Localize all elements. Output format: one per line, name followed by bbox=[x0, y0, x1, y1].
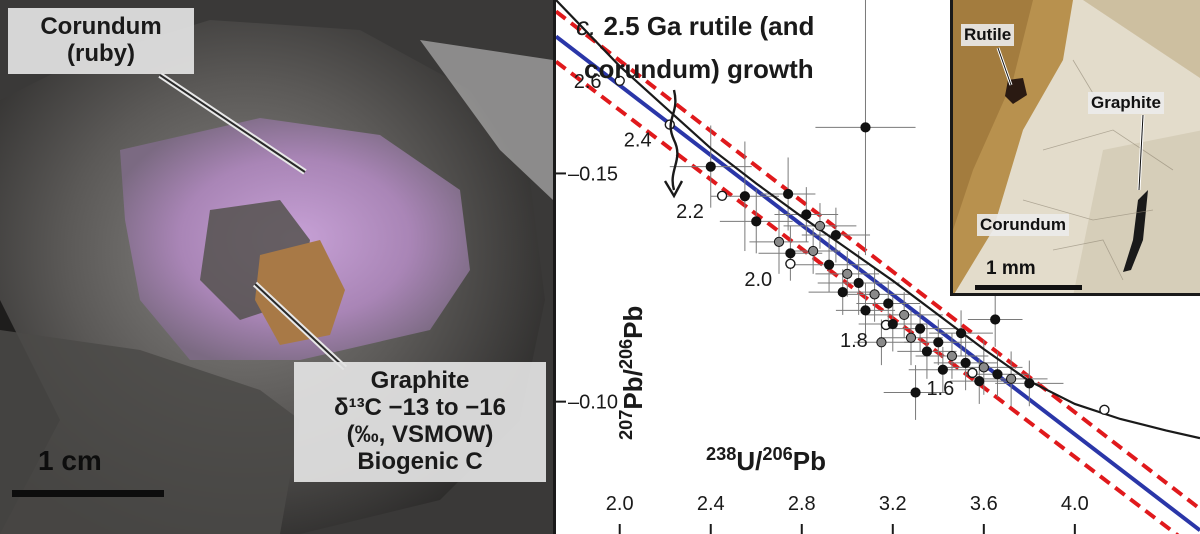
data-point-19 bbox=[914, 323, 926, 334]
biogenic-label-line: Biogenic C bbox=[357, 447, 483, 475]
concordia-age-label-1: 2.4 bbox=[624, 130, 652, 152]
thin-section-inset: Rutile Graphite Corundum 1 mm bbox=[950, 0, 1200, 296]
chart-plot: 2.0 2.4 2.8 3.2 3.6 4.0 –0.10 –0.15 2.6 2.4 2.2 2.… bbox=[556, 0, 1200, 534]
x-tick-label-4: 3.6 bbox=[970, 493, 998, 515]
data-point-22 bbox=[921, 346, 933, 357]
data-point-3 bbox=[783, 188, 794, 200]
ruby-label-line: (ruby) bbox=[67, 39, 135, 67]
data-point-25 bbox=[937, 364, 948, 375]
y-axis-label: 207Pb/206Pb bbox=[616, 306, 648, 440]
sample-photo: Corundum (ruby) Graphite δ¹³C −13 to −16… bbox=[0, 0, 553, 534]
data-point-14 bbox=[869, 289, 880, 300]
data-point-12 bbox=[853, 277, 864, 289]
data-point-11 bbox=[842, 268, 853, 279]
inset-graphite-label: Graphite bbox=[1088, 92, 1164, 114]
annotation-line-1: c. 2.5 Ga rutile (and bbox=[576, 11, 814, 41]
inset-rutile-label: Rutile bbox=[961, 24, 1015, 46]
inset-scale-label: 1 mm bbox=[986, 258, 1036, 279]
annotation-arrow bbox=[669, 89, 679, 191]
data-point-15 bbox=[883, 298, 894, 309]
corundum-ruby-label: Corundum (ruby) bbox=[8, 8, 194, 74]
data-point-9 bbox=[808, 245, 819, 257]
concordia-age-marker-6 bbox=[1099, 404, 1110, 416]
data-point-8 bbox=[785, 248, 796, 259]
data-point-26 bbox=[978, 362, 989, 373]
data-point-13 bbox=[837, 287, 848, 298]
data-point-28 bbox=[974, 376, 985, 387]
data-point-31 bbox=[990, 314, 1001, 325]
x-tick-label-0: 2.0 bbox=[606, 493, 634, 515]
concordia-age-label-5: 1.6 bbox=[926, 378, 954, 400]
data-point-0 bbox=[860, 122, 871, 133]
data-point-6 bbox=[830, 229, 842, 241]
confidence-band-line-1 bbox=[556, 60, 1180, 534]
data-point-29 bbox=[1006, 373, 1017, 384]
data-point-17 bbox=[899, 309, 910, 321]
data-point-7 bbox=[773, 236, 785, 247]
concordia-age-label-4: 1.8 bbox=[840, 330, 868, 352]
concordia-age-marker-0 bbox=[614, 75, 625, 86]
y-tick-label-1: –0.15 bbox=[568, 163, 618, 185]
data-point-4 bbox=[801, 209, 812, 220]
concordia-age-marker-5 bbox=[967, 367, 978, 379]
x-tick-label-2: 2.8 bbox=[788, 493, 816, 515]
data-point-5 bbox=[814, 220, 826, 232]
concordia-age-label-2: 2.2 bbox=[676, 201, 704, 223]
annotation-line-2: corundum) growth bbox=[584, 54, 814, 84]
photo-scale-label: 1 cm bbox=[38, 445, 102, 476]
data-point-32 bbox=[910, 387, 921, 398]
photo-scale-bar bbox=[12, 490, 164, 497]
graphite-isotope-label: Graphite δ¹³C −13 to −16 (‰, VSMOW) Biog… bbox=[294, 362, 546, 482]
data-point-27 bbox=[992, 369, 1003, 380]
data-point-34 bbox=[751, 216, 762, 227]
annotation-arrowhead bbox=[663, 180, 684, 199]
inset-corundum-label: Corundum bbox=[977, 214, 1069, 236]
x-tick-label-3: 3.2 bbox=[879, 493, 907, 515]
data-point-30 bbox=[1024, 378, 1035, 389]
x-axis-label: 238U/206Pb bbox=[706, 444, 826, 476]
data-point-16 bbox=[860, 305, 871, 316]
panel-divider bbox=[553, 0, 556, 534]
y-tick-label-0: –0.10 bbox=[568, 392, 618, 414]
x-tick-label-1: 2.4 bbox=[697, 493, 725, 515]
concordia-age-label-0: 2.6 bbox=[574, 71, 602, 93]
concordia-age-marker-2 bbox=[716, 190, 728, 202]
data-point-21 bbox=[933, 337, 944, 348]
data-point-35 bbox=[955, 328, 967, 339]
data-point-18 bbox=[887, 318, 898, 330]
delta-c13-label-line: δ¹³C −13 to −16 bbox=[334, 393, 506, 421]
graphite-label-line: Graphite bbox=[370, 367, 470, 394]
data-point-24 bbox=[960, 357, 971, 368]
concordia-age-label-3: 2.0 bbox=[744, 269, 772, 291]
data-point-2 bbox=[739, 191, 750, 202]
confidence-band-line-0 bbox=[556, 9, 1200, 511]
data-point-1 bbox=[705, 161, 716, 172]
vsmow-label-line: (‰, VSMOW) bbox=[346, 420, 494, 448]
data-point-20 bbox=[905, 332, 917, 343]
corundum-label-line: Corundum bbox=[40, 13, 162, 40]
data-point-33 bbox=[876, 337, 887, 348]
data-point-23 bbox=[946, 350, 958, 362]
concordia-age-marker-3 bbox=[785, 258, 796, 270]
inset-scale-bar bbox=[975, 285, 1082, 290]
x-tick-label-5: 4.0 bbox=[1061, 493, 1089, 515]
data-point-10 bbox=[823, 259, 835, 270]
growth-annotation: c. 2.5 Ga rutile (and corundum) growth bbox=[576, 11, 814, 199]
